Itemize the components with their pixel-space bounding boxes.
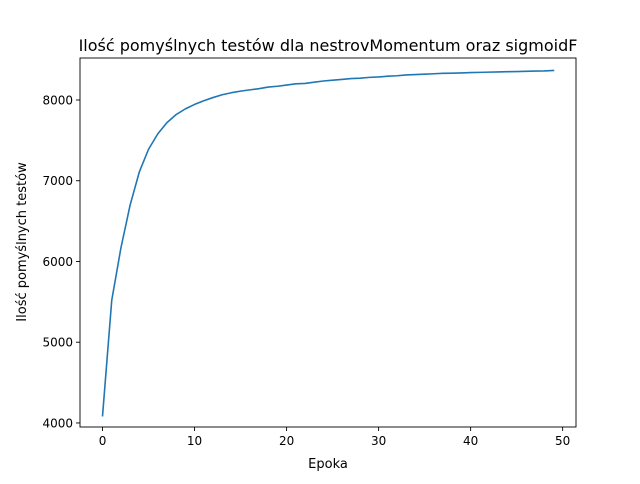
- x-tick-label: 20: [279, 434, 294, 448]
- y-axis-label: Ilość pomyślnych testów: [15, 162, 30, 322]
- x-tick-label: 40: [463, 434, 478, 448]
- y-tick-label: 8000: [42, 93, 73, 107]
- axes-frame: [79, 57, 577, 428]
- x-tick-label: 50: [555, 434, 570, 448]
- y-tick-label: 6000: [42, 255, 73, 269]
- x-tick-label: 0: [99, 434, 107, 448]
- x-axis-label: Epoka: [308, 457, 348, 472]
- y-tick-label: 7000: [42, 174, 73, 188]
- y-tick-label: 4000: [42, 416, 73, 430]
- chart-title: Ilość pomyślnych testów dla nestrovMomen…: [79, 36, 578, 55]
- plot-area: 0 10 20 30 40 50 4000 5000 6000 7000 8000: [42, 57, 577, 448]
- series-line-0: [101, 69, 555, 417]
- y-tick-label: 5000: [42, 336, 73, 350]
- x-tick-label: 10: [187, 434, 202, 448]
- x-tick-label: 30: [371, 434, 386, 448]
